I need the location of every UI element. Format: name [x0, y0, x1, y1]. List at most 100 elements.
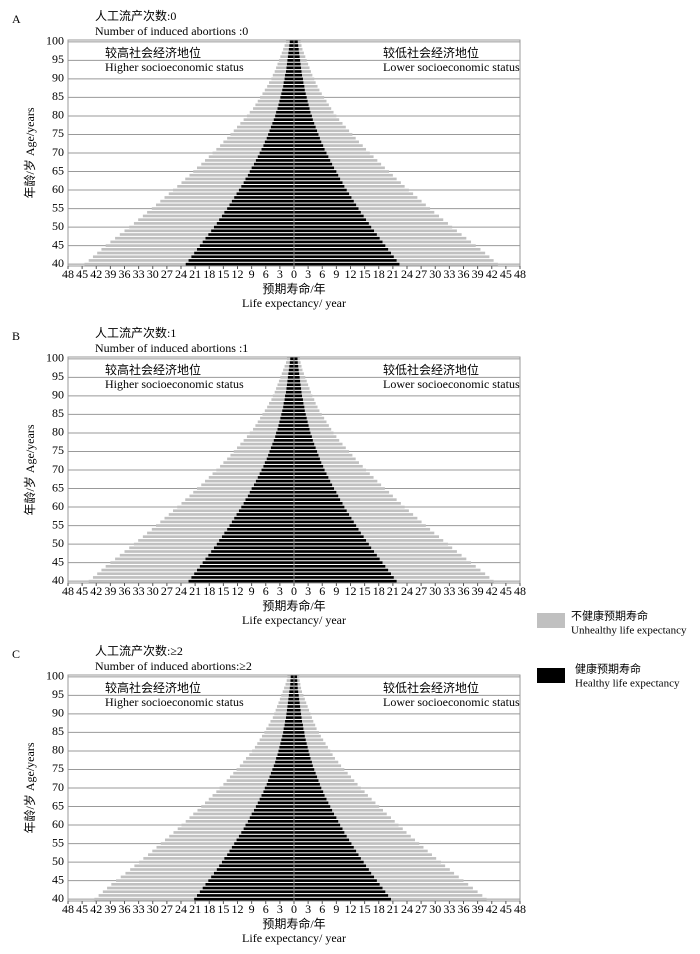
unhealthy-bar	[309, 427, 332, 431]
unhealthy-bar	[371, 225, 453, 229]
unhealthy-bar	[105, 244, 200, 247]
unhealthy-bar	[185, 498, 246, 501]
x-tick-label: 48	[514, 584, 526, 598]
unhealthy-bar	[334, 166, 385, 170]
unhealthy-bar	[302, 77, 315, 81]
healthy-bar	[294, 531, 361, 535]
healthy-bar	[294, 779, 319, 782]
healthy-bar	[294, 166, 335, 170]
x-tick-label: 24	[401, 267, 413, 281]
y-tick-label: 60	[52, 182, 64, 196]
y-tick-label: 65	[52, 480, 64, 494]
legend-label: 不健康预期寿命	[571, 609, 648, 623]
unhealthy-bar	[142, 535, 222, 539]
unhealthy-bar	[193, 490, 250, 494]
healthy-bar	[288, 368, 294, 372]
unhealthy-bar	[340, 498, 397, 501]
healthy-bar	[294, 59, 301, 62]
healthy-bar	[221, 214, 294, 218]
y-tick-label: 70	[52, 780, 64, 794]
healthy-bar	[294, 44, 299, 47]
unhealthy-bar	[330, 805, 380, 808]
healthy-bar	[294, 719, 303, 723]
unhealthy-bar	[98, 894, 198, 897]
unhealthy-bar	[298, 694, 304, 697]
healthy-bar	[294, 398, 303, 401]
healthy-bar	[294, 697, 300, 701]
unhealthy-bar	[311, 435, 337, 438]
healthy-bar	[243, 181, 294, 184]
healthy-bar	[294, 394, 303, 398]
x-tick-label: 6	[263, 267, 269, 281]
unhealthy-bar	[151, 527, 228, 531]
unhealthy-bar	[264, 88, 283, 92]
healthy-bar	[285, 394, 294, 398]
unhealthy-bar	[262, 413, 282, 416]
unhealthy-bar	[246, 114, 276, 118]
unhealthy-bar	[249, 431, 277, 435]
healthy-bar	[294, 159, 331, 162]
unhealthy-bar	[84, 262, 186, 266]
healthy-bar	[294, 177, 341, 181]
unhealthy-bar	[344, 185, 405, 188]
unhealthy-bar	[304, 409, 320, 413]
unhealthy-bar	[305, 738, 324, 742]
unhealthy-bar	[239, 764, 274, 768]
y-tick-label: 100	[46, 351, 64, 365]
healthy-bar	[231, 845, 294, 849]
healthy-bar	[288, 372, 294, 376]
healthy-bar	[294, 857, 361, 860]
healthy-bar	[294, 424, 309, 427]
y-tick-label: 80	[52, 425, 64, 439]
side-label: 较低社会经济地位	[383, 680, 479, 695]
healthy-bar	[213, 546, 294, 550]
legend-label: Unhealthy life expectancy	[571, 625, 687, 637]
unhealthy-bar	[330, 159, 378, 162]
healthy-bar	[264, 786, 294, 790]
unhealthy-bar	[315, 446, 346, 450]
legend-label: 健康预期寿命	[575, 662, 641, 676]
unhealthy-bar	[297, 675, 300, 679]
unhealthy-bar	[156, 203, 230, 207]
healthy-bar	[236, 838, 294, 842]
x-tick-label: 33	[443, 902, 455, 916]
x-tick-label: 45	[76, 902, 88, 916]
healthy-bar	[294, 845, 354, 849]
x-tick-label: 30	[429, 902, 441, 916]
unhealthy-bar	[129, 546, 214, 550]
healthy-bar	[294, 864, 367, 868]
y-tick-label: 45	[52, 554, 64, 568]
healthy-bar	[294, 701, 300, 705]
unhealthy-bar	[336, 816, 391, 819]
healthy-bar	[264, 140, 294, 144]
healthy-bar	[294, 502, 343, 505]
unhealthy-bar	[280, 55, 288, 59]
healthy-bar	[243, 502, 294, 505]
healthy-bar	[294, 682, 298, 686]
unhealthy-bar	[308, 103, 329, 107]
unhealthy-bar	[124, 229, 212, 233]
legend-swatch	[537, 613, 565, 628]
unhealthy-bar	[332, 808, 383, 812]
healthy-bar	[294, 364, 299, 368]
healthy-bar	[294, 361, 298, 364]
healthy-bar	[290, 682, 294, 686]
unhealthy-bar	[336, 170, 390, 173]
healthy-bar	[249, 170, 294, 173]
unhealthy-bar	[94, 897, 195, 901]
unhealthy-bar	[297, 361, 301, 364]
unhealthy-bar	[257, 742, 281, 745]
unhealthy-bar	[344, 831, 407, 834]
healthy-bar	[294, 768, 315, 771]
unhealthy-bar	[302, 398, 315, 401]
healthy-bar	[294, 734, 305, 738]
unhealthy-bar	[107, 886, 203, 890]
healthy-bar	[289, 361, 294, 364]
unhealthy-bar	[130, 868, 217, 871]
unhealthy-bar	[299, 376, 306, 379]
x-tick-label: 21	[189, 267, 201, 281]
healthy-bar	[294, 259, 397, 262]
unhealthy-bar	[285, 682, 291, 686]
healthy-bar	[286, 66, 294, 70]
healthy-bar	[283, 81, 294, 84]
